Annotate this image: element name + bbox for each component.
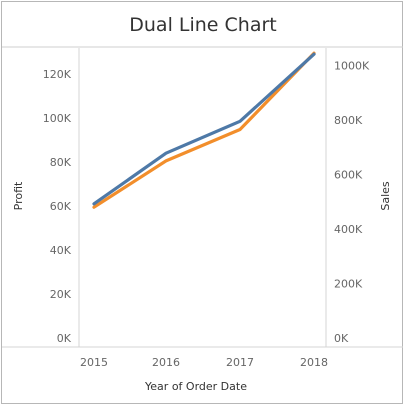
x-tick-label: 2018 [300, 356, 328, 369]
right-tick-label: 800K [334, 114, 363, 127]
left-tick-label: 80K [50, 156, 72, 169]
left-tick-label: 60K [50, 200, 72, 213]
sales-line [92, 51, 316, 209]
right-tick-label: 0K [334, 332, 349, 345]
right-tick-label: 600K [334, 169, 363, 182]
left-axis-title: Profit [12, 181, 25, 210]
left-tick-label: 40K [50, 244, 72, 257]
right-axis: 0K 200K 400K 600K 800K 1000K [325, 48, 370, 347]
plot-lines [92, 51, 316, 209]
left-tick-label: 0K [57, 332, 72, 345]
x-tick-label: 2016 [152, 356, 180, 369]
x-tick-label: 2017 [226, 356, 254, 369]
left-tick-label: 20K [50, 288, 72, 301]
left-tick-label: 120K [43, 68, 72, 81]
right-tick-label: 1000K [334, 60, 370, 73]
x-axis: 2015 2016 2017 2018 [2, 346, 403, 369]
right-axis-title: Sales [379, 181, 392, 211]
profit-line [92, 52, 316, 206]
left-axis: 0K 20K 40K 60K 80K 100K 120K [43, 48, 80, 347]
x-axis-title: Year of Order Date [144, 380, 247, 393]
right-tick-label: 200K [334, 278, 363, 291]
x-tick-label: 2015 [80, 356, 108, 369]
right-tick-label: 400K [334, 223, 363, 236]
left-tick-label: 100K [43, 112, 72, 125]
chart-title: Dual Line Chart [129, 14, 276, 36]
